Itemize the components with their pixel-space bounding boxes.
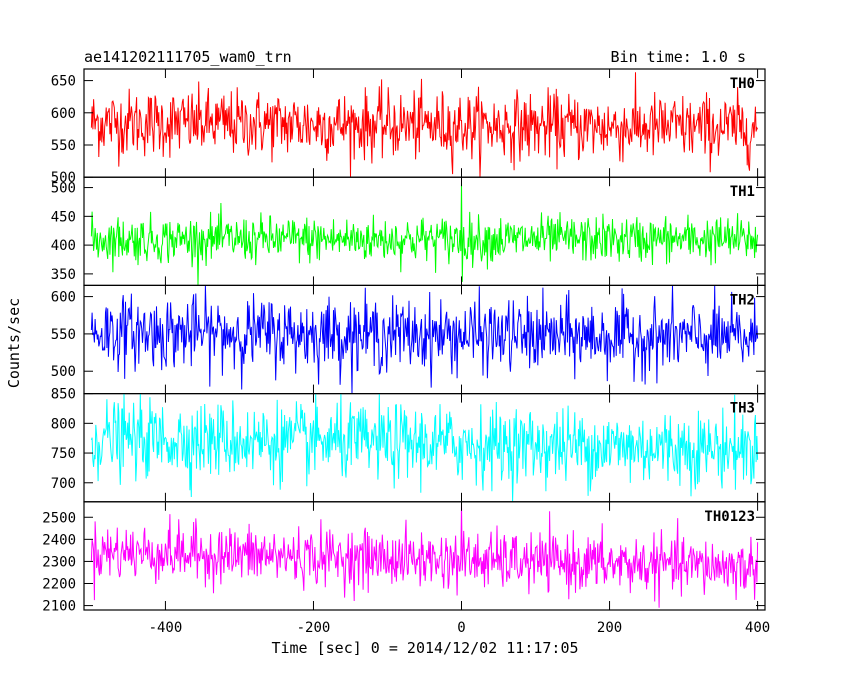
series-line-th0123 [90,502,759,608]
series-line-th1 [90,180,759,286]
panel-label-th2: TH2 [730,292,755,308]
panel-th0: 500 550 600 650 TH0 [51,68,766,186]
y-axis-label: Counts/sec [5,298,23,388]
panel-th1: 350 400 450 500 TH1 [51,176,766,286]
y-tick-label: 750 [51,446,76,462]
x-tick-label: -200 [297,620,331,636]
y-tick-label: 450 [51,209,76,225]
x-tick-label: -400 [149,620,183,636]
y-tick-label: 400 [51,238,76,254]
series-line-th0 [90,72,759,178]
y-tick-label: 700 [51,476,76,492]
chart-title: ae141202111705_wam0_trn [84,48,292,66]
x-axis-label: Time [sec] 0 = 2014/12/02 11:17:05 [271,639,578,657]
y-tick-label: 2200 [42,577,76,593]
panel-th2: 500 550 600 TH2 [51,284,766,395]
y-tick-label: 800 [51,416,76,432]
panel-th0123: 2100 2200 2300 2400 2500 TH0123 [42,501,766,615]
y-tick-label: 500 [51,170,76,186]
y-tick-label: 550 [51,138,76,154]
panel-label-th3: TH3 [730,401,755,417]
series-line-th3 [90,393,759,502]
y-tick-label: 2100 [42,599,76,615]
panel-label-th0123: TH0123 [704,509,755,525]
series-line-th2 [90,285,759,394]
y-tick-label: 2300 [42,554,76,570]
y-tick-label: 350 [51,267,76,283]
y-tick-label: 550 [51,327,76,343]
bin-time-label: Bin time: 1.0 s [611,48,746,66]
panel-th3: 700 750 800 850 TH3 [51,387,766,503]
panel-frame-th0123 [83,501,766,611]
y-tick-label: 650 [51,74,76,90]
y-tick-label: 600 [51,106,76,122]
x-tick-label: 400 [745,620,770,636]
y-tick-label: 850 [51,387,76,403]
panel-label-th1: TH1 [730,184,755,200]
y-tick-label: 600 [51,290,76,306]
y-tick-label: 2400 [42,532,76,548]
y-tick-label: 2500 [42,510,76,526]
panel-label-th0: TH0 [730,76,755,92]
x-tick-label: 200 [597,620,622,636]
y-tick-label: 500 [51,364,76,380]
y-tick-label: 500 [51,181,76,197]
x-tick-label: 0 [457,620,465,636]
plot-area: 500 550 600 650 TH0 350 400 450 500 TH1 500 550 600 T… [42,68,770,636]
